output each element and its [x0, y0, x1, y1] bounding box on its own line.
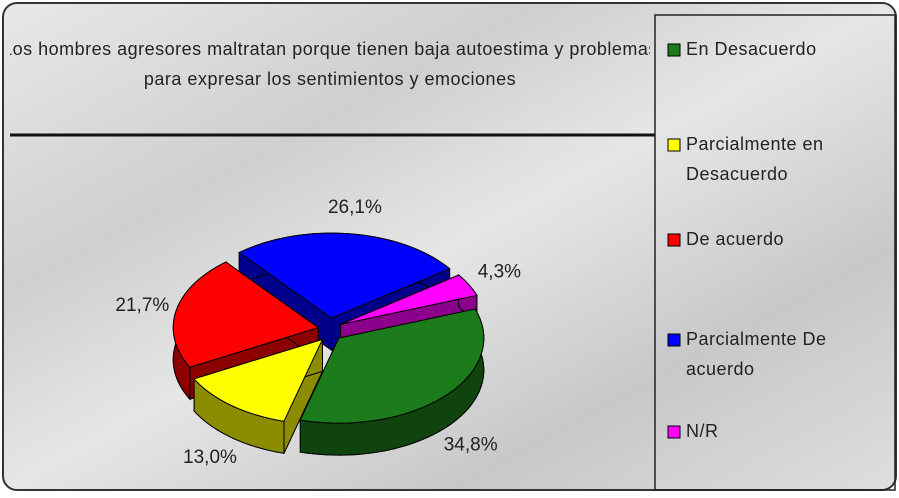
title-box: Los hombres agresores maltratan porque t… [10, 39, 650, 89]
chart-title: Los hombres agresores maltratan porque t… [10, 39, 650, 89]
data-label: 34,8% [444, 435, 498, 456]
pie-slice [193, 338, 324, 454]
legend-swatch [667, 138, 681, 152]
legend: En Desacuerdo Parcialmente en Desacuerdo De… [667, 39, 827, 441]
legend-label: N/R [686, 421, 719, 441]
pie-slice [299, 307, 485, 456]
legend-label: Parcialmente en Desacuerdo [686, 134, 824, 184]
legend-label: Parcialmente De acuerdo [686, 329, 827, 379]
data-label: 4,3% [478, 262, 521, 283]
data-label: 21,7% [115, 295, 169, 316]
pie: 34,8% 13,0% 21,7% 26,1% 4,3% [115, 197, 521, 468]
slice-top [299, 308, 485, 424]
legend-swatch [667, 333, 681, 347]
slice-top [238, 232, 451, 319]
data-label: 26,1% [328, 197, 382, 218]
legend-swatch [667, 43, 681, 57]
data-label: 13,0% [183, 447, 237, 468]
slice-top [193, 338, 324, 422]
slice-top [340, 274, 478, 325]
legend-label: De acuerdo [686, 229, 784, 249]
legend-swatch [667, 233, 681, 247]
legend-label: En Desacuerdo [686, 39, 817, 59]
legend-box [654, 14, 896, 491]
slice-top [172, 261, 320, 368]
legend-swatch [667, 425, 681, 439]
